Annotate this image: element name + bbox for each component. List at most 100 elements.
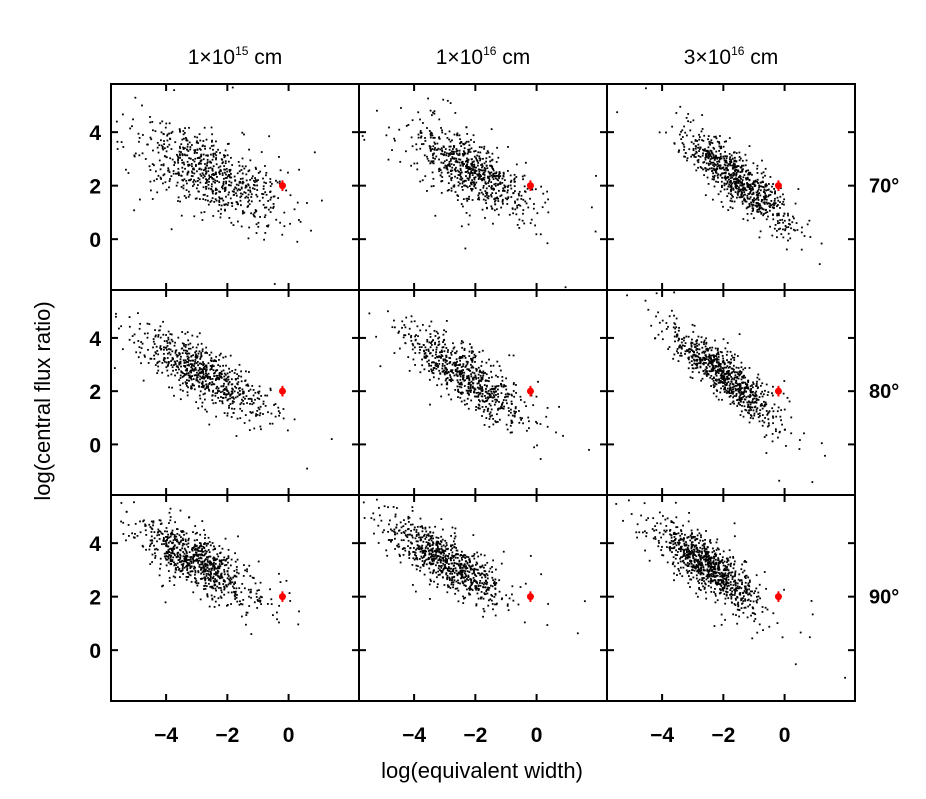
scatter-point — [691, 371, 694, 373]
scatter-point — [153, 531, 156, 534]
scatter-point — [171, 529, 174, 532]
scatter-point — [765, 403, 768, 406]
scatter-point — [707, 168, 710, 171]
scatter-point — [269, 178, 272, 180]
scatter-point — [535, 395, 538, 398]
scatter-point — [154, 329, 156, 331]
scatter-point — [198, 559, 201, 562]
scatter-point — [485, 361, 488, 364]
scatter-point — [239, 393, 242, 396]
scatter-point — [487, 380, 490, 383]
scatter-point — [468, 350, 471, 353]
scatter-point — [442, 333, 445, 336]
scatter-point — [702, 161, 705, 164]
scatter-point — [244, 379, 247, 382]
scatter-point — [193, 152, 196, 155]
scatter-point — [474, 169, 476, 171]
scatter-point — [498, 171, 501, 173]
scatter-point — [202, 361, 204, 363]
scatter-point — [713, 359, 716, 362]
scatter-point — [121, 113, 124, 116]
scatter-point — [430, 340, 433, 343]
scatter-point — [488, 396, 491, 399]
scatter-point — [210, 585, 213, 588]
scatter-point — [205, 575, 208, 577]
scatter-point — [186, 364, 189, 367]
scatter-point — [739, 189, 742, 192]
scatter-point — [260, 151, 263, 153]
scatter-point — [711, 178, 714, 181]
scatter-point — [759, 230, 762, 233]
scatter-point — [177, 161, 180, 164]
scatter-point — [479, 384, 481, 387]
scatter-point — [227, 583, 230, 586]
scatter-point — [368, 312, 371, 315]
scatter-point — [471, 174, 474, 177]
scatter-point — [179, 509, 182, 512]
scatter-point — [256, 195, 259, 198]
scatter-point — [466, 362, 469, 365]
scatter-point — [740, 398, 743, 401]
scatter-point — [276, 618, 278, 621]
scatter-point — [200, 376, 203, 379]
scatter-point — [769, 176, 772, 178]
scatter-point — [431, 148, 434, 150]
scatter-point — [432, 361, 434, 364]
scatter-point — [719, 364, 722, 366]
scatter-point — [217, 565, 220, 568]
scatter-point — [184, 127, 186, 130]
scatter-point — [488, 180, 490, 183]
scatter-point — [713, 358, 716, 361]
scatter-point — [487, 175, 489, 178]
scatter-point — [225, 180, 228, 183]
scatter-point — [722, 359, 725, 362]
scatter-point — [203, 577, 206, 580]
scatter-point — [236, 395, 239, 398]
scatter-point — [183, 153, 186, 156]
scatter-point — [189, 375, 192, 378]
scatter-point — [721, 351, 723, 354]
scatter-point — [723, 375, 726, 378]
scatter-point — [188, 157, 191, 160]
scatter-point — [752, 200, 755, 203]
scatter-point — [685, 335, 688, 338]
scatter-point — [692, 147, 695, 150]
scatter-point — [478, 170, 481, 173]
scatter-point — [222, 396, 225, 399]
scatter-point — [233, 390, 236, 393]
scatter-point — [496, 413, 498, 416]
scatter-point — [733, 200, 736, 203]
scatter-point — [194, 180, 197, 183]
scatter-point — [197, 163, 200, 165]
scatter-point — [170, 364, 173, 366]
scatter-point — [240, 603, 242, 605]
scatter-point — [542, 192, 545, 195]
scatter-point — [221, 187, 224, 190]
scatter-point — [222, 177, 225, 180]
scatter-point — [146, 143, 149, 146]
scatter-point — [168, 132, 171, 135]
scatter-point — [178, 153, 181, 156]
scatter-point — [749, 417, 752, 419]
scatter-point — [159, 336, 162, 339]
scatter-point — [262, 193, 265, 196]
scatter-point — [694, 147, 697, 150]
scatter-point — [794, 202, 797, 205]
scatter-point — [483, 408, 486, 411]
scatter-point — [297, 623, 300, 626]
scatter-point — [462, 363, 465, 366]
scatter-point — [278, 156, 280, 158]
scatter-point — [210, 351, 213, 354]
scatter-point — [464, 357, 467, 359]
scatter-point — [257, 391, 259, 394]
scatter-point — [252, 183, 255, 186]
scatter-point — [170, 373, 173, 376]
scatter-point — [761, 208, 764, 210]
scatter-point — [716, 371, 719, 374]
scatter-point — [262, 177, 264, 180]
scatter-point — [423, 352, 426, 355]
scatter-point — [458, 357, 461, 360]
scatter-point — [496, 174, 498, 177]
scatter-point — [470, 352, 473, 354]
scatter-point — [725, 183, 728, 185]
